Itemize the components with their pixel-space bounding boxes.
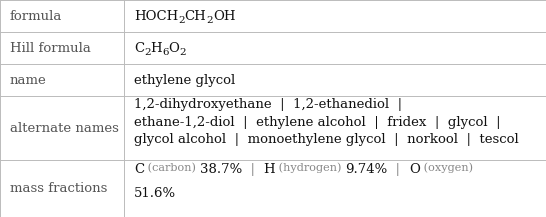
- Text: HOCH: HOCH: [134, 10, 178, 23]
- Text: O: O: [169, 42, 180, 55]
- Text: 2: 2: [144, 48, 151, 58]
- Text: OH: OH: [213, 10, 235, 23]
- Text: (hydrogen): (hydrogen): [275, 163, 345, 173]
- Text: 51.6%: 51.6%: [134, 187, 176, 201]
- Text: 2: 2: [180, 48, 186, 58]
- Text: 9.74%: 9.74%: [345, 163, 387, 176]
- Text: CH: CH: [185, 10, 206, 23]
- Text: (carbon): (carbon): [144, 163, 199, 173]
- Text: O: O: [409, 163, 420, 176]
- Text: ethylene glycol: ethylene glycol: [134, 74, 235, 87]
- Text: (oxygen): (oxygen): [420, 163, 473, 173]
- Text: mass fractions: mass fractions: [10, 182, 107, 195]
- Text: 1,2-dihydroxyethane  |  1,2-ethanediol  |
ethane-1,2-diol  |  ethylene alcohol  : 1,2-dihydroxyethane | 1,2-ethanediol | e…: [134, 98, 519, 146]
- Text: 2: 2: [178, 16, 185, 25]
- Text: |: |: [242, 163, 263, 176]
- Text: H: H: [263, 163, 275, 176]
- Text: 6: 6: [162, 48, 169, 58]
- Text: name: name: [10, 74, 46, 87]
- Text: alternate names: alternate names: [10, 122, 118, 135]
- Text: H: H: [151, 42, 162, 55]
- Text: C: C: [134, 42, 144, 55]
- Text: formula: formula: [10, 10, 62, 23]
- Text: |: |: [387, 163, 409, 176]
- Text: 38.7%: 38.7%: [199, 163, 242, 176]
- Text: 2: 2: [206, 16, 213, 25]
- Text: C: C: [134, 163, 144, 176]
- Text: Hill formula: Hill formula: [10, 42, 91, 55]
